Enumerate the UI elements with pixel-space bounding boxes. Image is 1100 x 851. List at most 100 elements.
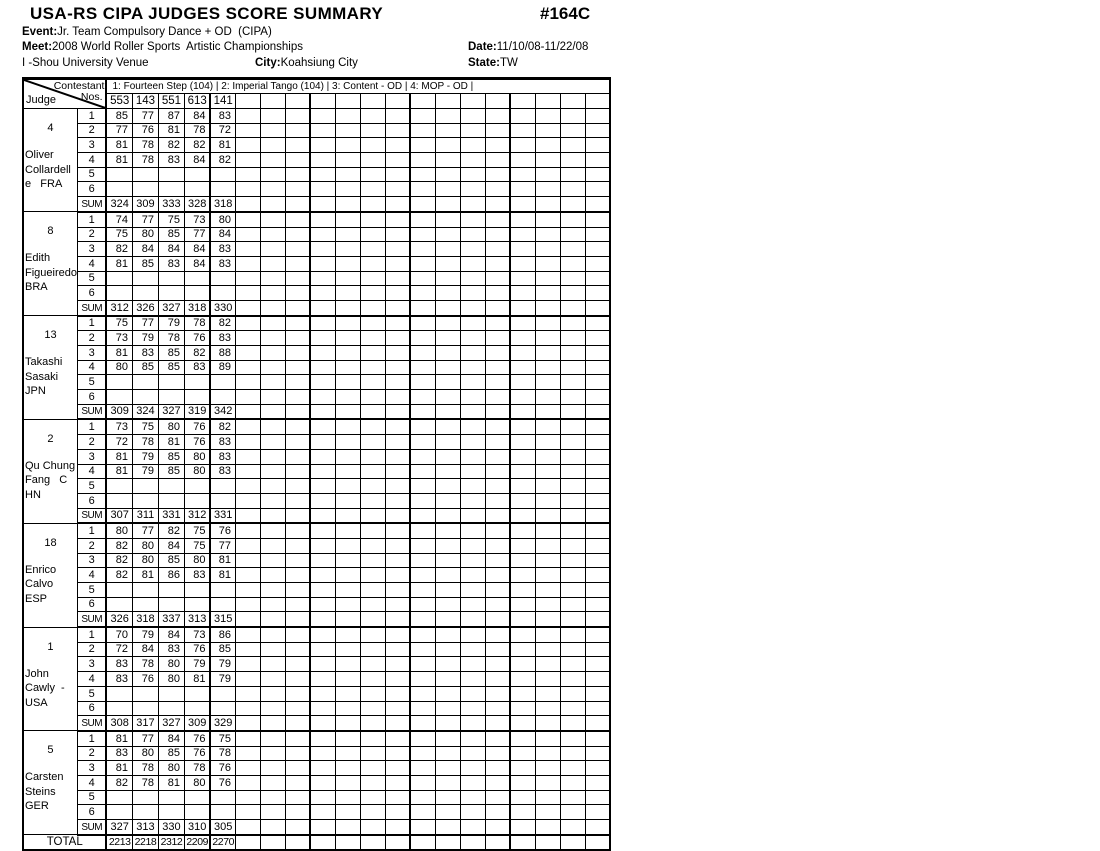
contestant-number: 141 <box>209 93 236 109</box>
score-cell: 88 <box>209 345 236 361</box>
score-cell: 85 <box>157 359 185 376</box>
score-cell <box>434 582 461 598</box>
score-cell: 80 <box>157 656 185 673</box>
score-cell <box>559 315 586 332</box>
row-label: 4 <box>76 152 107 168</box>
score-cell <box>534 567 561 583</box>
score-cell <box>209 804 236 820</box>
score-cell <box>309 226 336 243</box>
score-cell <box>484 582 511 598</box>
sum-cell <box>409 715 436 732</box>
score-cell <box>105 789 133 806</box>
state-line: State:TW <box>468 57 518 69</box>
score-cell: 82 <box>157 522 185 539</box>
score-cell: 83 <box>183 359 211 376</box>
score-cell: 85 <box>157 448 185 465</box>
score-cell <box>309 552 336 569</box>
score-cell <box>384 330 411 346</box>
score-cell <box>284 774 311 791</box>
sum-label: SUM <box>76 299 107 317</box>
score-cell <box>434 478 461 494</box>
total-cell: 2209 <box>183 834 211 851</box>
judge-name: John Cawly - USA <box>24 667 76 711</box>
score-cell <box>384 596 411 613</box>
score-cell <box>434 685 461 702</box>
score-cell <box>434 671 461 687</box>
score-cell <box>409 241 436 257</box>
score-cell <box>359 122 386 139</box>
score-cell <box>384 774 411 791</box>
score-cell: 78 <box>131 656 159 673</box>
score-cell <box>584 774 611 791</box>
score-cell: 81 <box>157 774 185 791</box>
score-cell <box>459 211 486 228</box>
row-label: 4 <box>76 359 107 376</box>
row-label: 2 <box>76 641 107 658</box>
score-cell <box>534 774 561 791</box>
score-cell <box>459 434 486 450</box>
score-cell: 73 <box>105 418 133 436</box>
score-cell <box>484 359 511 376</box>
score-cell <box>284 270 311 287</box>
score-cell <box>559 804 586 820</box>
score-cell <box>484 596 511 613</box>
score-cell <box>484 492 511 509</box>
score-cell: 78 <box>209 745 236 762</box>
contestant-number <box>309 93 336 109</box>
score-cell: 80 <box>183 463 211 480</box>
sum-cell: 326 <box>131 299 159 317</box>
score-cell <box>359 745 386 762</box>
score-cell <box>384 359 411 376</box>
score-cell <box>309 522 336 539</box>
score-cell <box>284 166 311 183</box>
score-cell <box>409 448 436 465</box>
score-cell <box>434 211 461 228</box>
contestant-number <box>434 93 461 109</box>
score-cell <box>384 730 411 747</box>
judge-name-line: USA <box>25 696 48 709</box>
score-cell <box>509 241 536 257</box>
score-cell <box>534 330 561 346</box>
score-cell <box>234 492 261 509</box>
score-cell <box>509 478 536 494</box>
score-cell: 72 <box>209 122 236 139</box>
judge-name: Takashi Sasaki JPN <box>24 355 76 399</box>
judge-name-line: Carsten <box>25 771 64 784</box>
score-cell <box>509 552 536 569</box>
score-cell <box>459 774 486 791</box>
total-cell <box>259 834 286 851</box>
sum-cell <box>559 403 586 421</box>
score-cell <box>284 492 311 509</box>
sum-cell <box>309 611 336 629</box>
score-cell <box>509 522 536 539</box>
score-cell <box>584 255 611 272</box>
score-cell <box>384 285 411 301</box>
score-cell <box>105 389 133 405</box>
score-cell <box>559 463 586 480</box>
score-cell: 83 <box>209 463 236 480</box>
score-cell <box>359 418 386 436</box>
judge-cell: 13 Takashi Sasaki JPN <box>22 315 78 420</box>
sum-cell <box>559 507 586 525</box>
score-cell <box>559 492 586 509</box>
score-cell: 80 <box>131 226 159 243</box>
score-cell <box>559 418 586 436</box>
score-cell <box>434 270 461 287</box>
score-cell: 76 <box>183 434 211 450</box>
sum-cell <box>309 403 336 421</box>
meet-value: 2008 World Roller Sports Artistic Champi… <box>52 41 304 53</box>
score-cell: 82 <box>105 537 133 554</box>
judge-name-line: Oliver <box>25 149 54 161</box>
score-cell <box>284 537 311 554</box>
sum-label: SUM <box>76 196 107 213</box>
score-cell: 82 <box>183 137 211 154</box>
score-cell <box>334 656 361 673</box>
score-cell <box>334 434 361 450</box>
sum-cell <box>284 196 311 213</box>
score-cell <box>284 226 311 243</box>
meet-label: Meet: <box>22 41 53 53</box>
contestant-number <box>359 93 386 109</box>
score-cell <box>284 255 311 272</box>
score-cell <box>105 582 133 598</box>
score-cell <box>384 789 411 806</box>
